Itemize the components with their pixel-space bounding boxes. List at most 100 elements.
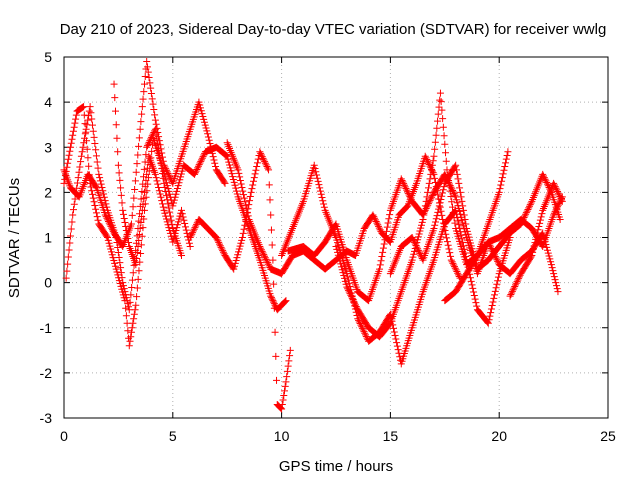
data-point: [446, 249, 454, 257]
data-point: [129, 319, 137, 327]
data-point: [525, 204, 533, 212]
data-point: [104, 236, 112, 244]
data-point: [282, 378, 290, 386]
data-point: [314, 177, 322, 185]
data-point: [84, 154, 92, 162]
data-point: [161, 163, 169, 171]
data-point: [273, 376, 281, 384]
data-point: [175, 179, 183, 187]
data-point: [458, 216, 466, 224]
data-point: [126, 337, 134, 345]
data-point: [207, 143, 215, 151]
data-point: [165, 171, 173, 179]
data-point: [430, 224, 438, 232]
data-point: [424, 159, 432, 167]
data-point: [373, 219, 381, 227]
data-point: [218, 245, 226, 253]
data-point: [461, 228, 469, 236]
data-point: [138, 212, 146, 220]
data-point: [192, 167, 200, 175]
data-point: [183, 229, 191, 237]
data-point: [536, 219, 544, 227]
data-point: [423, 203, 431, 211]
data-point: [196, 159, 204, 167]
data-point: [393, 339, 401, 347]
data-point: [147, 133, 155, 141]
data-point: [135, 134, 143, 142]
data-point: [486, 312, 494, 320]
data-point: [143, 170, 151, 178]
data-point: [538, 210, 546, 218]
data-point: [162, 166, 170, 174]
data-point: [439, 215, 447, 223]
data-point: [383, 223, 391, 231]
data-point: [550, 181, 558, 189]
data-point: [435, 202, 443, 210]
data-point: [443, 238, 451, 246]
data-point: [390, 324, 398, 332]
data-point: [160, 179, 168, 187]
data-point: [206, 140, 214, 148]
data-point: [158, 149, 166, 157]
data-point: [224, 155, 232, 163]
data-point: [115, 254, 123, 262]
data-point: [341, 274, 349, 282]
data-point: [434, 208, 442, 216]
data-point: [104, 216, 112, 224]
data-point: [204, 130, 212, 138]
data-point: [345, 288, 353, 296]
data-point: [415, 248, 423, 256]
data-point: [246, 192, 254, 200]
data-point: [199, 112, 207, 120]
data-point: [265, 181, 273, 189]
data-point: [133, 249, 141, 257]
data-point: [106, 221, 114, 229]
data-point: [64, 155, 72, 163]
data-point: [358, 323, 366, 331]
data-point: [393, 342, 401, 350]
data-point: [350, 298, 358, 306]
data-point: [215, 238, 223, 246]
data-point: [238, 236, 246, 244]
data-point: [316, 187, 324, 195]
data-point: [114, 244, 122, 252]
data-point: [245, 201, 253, 209]
data-point: [537, 213, 545, 221]
data-point: [132, 261, 140, 269]
data-point: [488, 302, 496, 310]
y-tick-label: 2: [44, 184, 52, 200]
data-point: [155, 183, 163, 191]
data-point: [433, 212, 441, 220]
data-point: [269, 256, 277, 264]
data-point: [548, 264, 556, 272]
data-point: [199, 153, 207, 161]
data-point: [256, 148, 264, 156]
data-point: [530, 242, 538, 250]
data-point: [419, 211, 427, 219]
data-point: [417, 224, 425, 232]
series-sat-h: [332, 89, 512, 341]
data-point: [337, 263, 345, 271]
data-point: [498, 174, 506, 182]
data-point: [110, 80, 118, 88]
data-point: [132, 301, 140, 309]
data-point: [428, 161, 436, 169]
data-point: [210, 156, 218, 164]
data-point: [383, 227, 391, 235]
data-point: [344, 285, 352, 293]
data-point: [379, 244, 387, 252]
data-point: [65, 151, 73, 159]
data-point: [372, 218, 380, 226]
data-point: [261, 158, 269, 166]
data-point: [111, 259, 119, 267]
data-point: [503, 151, 511, 159]
data-point: [259, 249, 267, 257]
data-point: [450, 261, 458, 269]
data-point: [170, 196, 178, 204]
data-point: [174, 182, 182, 190]
y-tick-label: -2: [40, 365, 53, 381]
data-point: [178, 252, 186, 260]
data-points: [60, 58, 566, 413]
data-point: [156, 190, 164, 198]
data-point: [191, 169, 199, 177]
